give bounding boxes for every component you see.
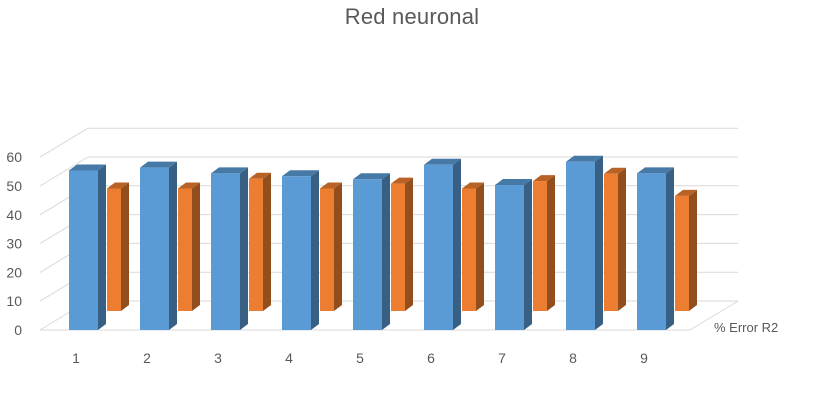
- bar-series2-4: [320, 182, 342, 311]
- y-tick-label: 50: [6, 178, 22, 194]
- bar-series2-5: [391, 177, 413, 311]
- y-tick-label: 60: [6, 149, 22, 165]
- y-tick-label: 40: [6, 207, 22, 223]
- y-tick-label: 10: [6, 293, 22, 309]
- x-tick-label: 8: [569, 350, 577, 366]
- bar-series1-4: [282, 170, 319, 330]
- bar-series2-3: [249, 172, 271, 311]
- x-tick-label: 6: [427, 350, 435, 366]
- bar-series2-1: [107, 182, 129, 311]
- x-tick-label: 9: [640, 350, 648, 366]
- bar-series2-6: [462, 182, 484, 311]
- chart-title: Red neuronal: [344, 4, 480, 29]
- bar-series1-5: [353, 173, 390, 330]
- x-tick-label: 3: [214, 350, 222, 366]
- bar-series2-8: [604, 167, 626, 311]
- bar-series1-7: [495, 179, 532, 330]
- floor-right-edge: [689, 300, 739, 331]
- bar-series1-3: [211, 167, 248, 330]
- x-tick-label: 4: [285, 350, 293, 366]
- bar-series2-9: [675, 189, 697, 311]
- x-tick-label: 2: [143, 350, 151, 366]
- bar-series2-2: [178, 182, 200, 311]
- gridline-diagonal: [39, 156, 89, 187]
- series-axis-label: % Error R2: [714, 320, 778, 335]
- y-tick-label: 30: [6, 236, 22, 252]
- y-tick-label: 20: [6, 264, 22, 280]
- bar-series1-9: [637, 167, 674, 330]
- y-tick-label: 0: [14, 322, 22, 338]
- x-tick-label: 1: [72, 350, 80, 366]
- bar-series2-7: [533, 175, 555, 311]
- gridline-diagonal: [39, 127, 89, 158]
- x-tick-label: 7: [498, 350, 506, 366]
- bar-series1-8: [566, 155, 603, 330]
- bar-series1-6: [424, 158, 461, 330]
- bar-series1-1: [69, 164, 106, 330]
- bar-series1-2: [140, 161, 177, 330]
- x-tick-label: 5: [356, 350, 364, 366]
